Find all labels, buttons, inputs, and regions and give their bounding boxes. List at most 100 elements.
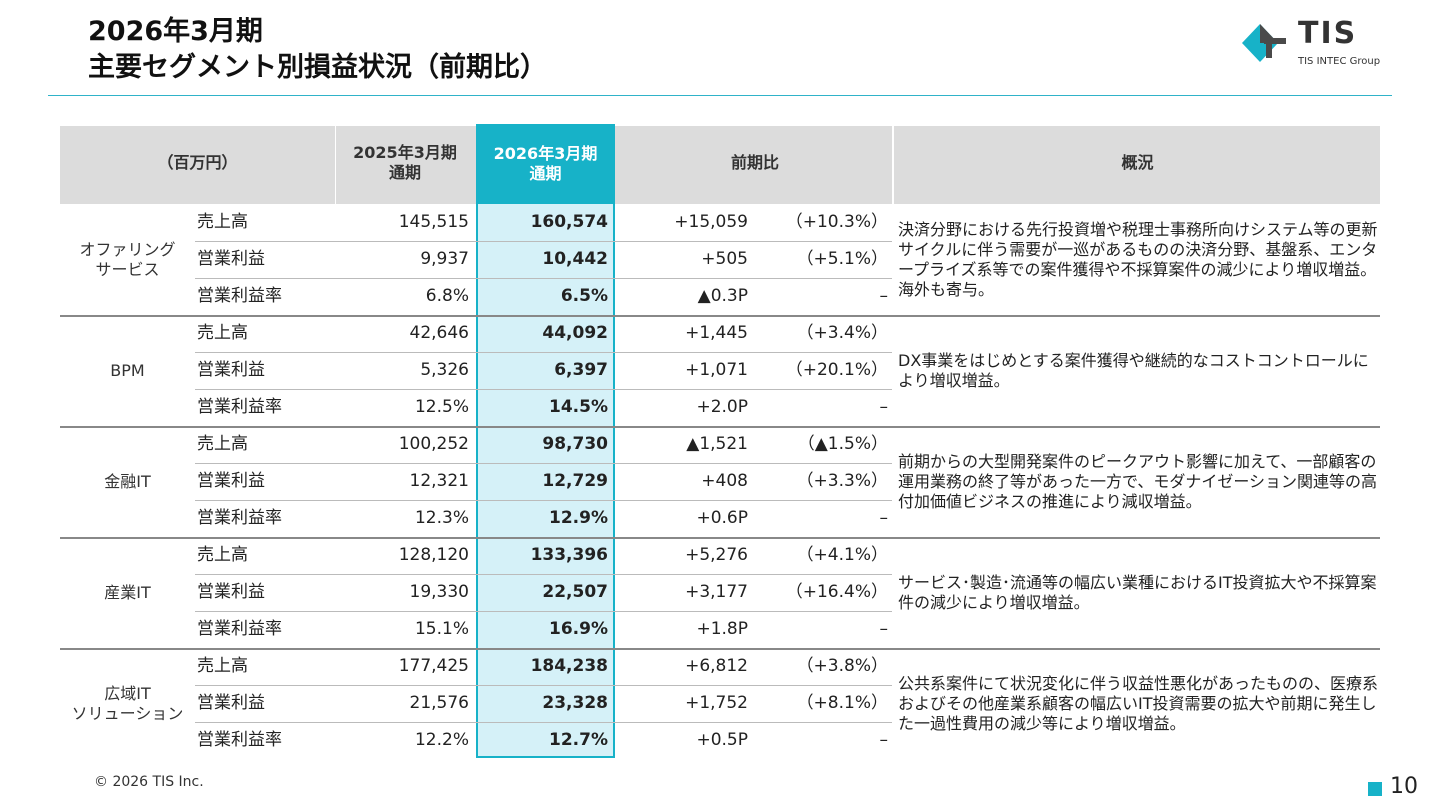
header-summary: 概況 — [1121, 153, 1154, 172]
curr-value: 12.7% — [549, 730, 608, 750]
header-prev: 2025年3月期 通期 — [335, 124, 475, 202]
group-divider — [60, 315, 1380, 317]
metric-label: 売上高 — [197, 212, 248, 232]
logo-wordmark: TIS — [1298, 16, 1358, 51]
diff-value: ▲0.3P — [697, 286, 748, 306]
diff-value: +6,812 — [685, 656, 748, 676]
prev-value: 21,576 — [409, 693, 469, 713]
prev-value: 5,326 — [420, 360, 469, 380]
prev-value: 100,252 — [398, 434, 469, 454]
prev-value: 12.5% — [414, 397, 469, 417]
pct-value: （+4.1%） — [796, 545, 888, 565]
header-divider — [335, 126, 336, 204]
header-curr: 2026年3月期 通期 — [476, 124, 615, 204]
pct-value: （+20.1%） — [785, 360, 888, 380]
prev-value: 145,515 — [398, 212, 469, 232]
table-row: 営業利益 19,330 22,507 +3,177 （+16.4%） — [60, 574, 892, 611]
segment-summary: サービス･製造･流通等の幅広い業種におけるIT投資拡大や不採算案件の減少により増… — [898, 572, 1377, 612]
curr-value: 10,442 — [542, 249, 608, 269]
table-row: 営業利益 12,321 12,729 +408 （+3.3%） — [60, 463, 892, 500]
prev-value: 19,330 — [409, 582, 469, 602]
table-row: 売上高 128,120 133,396 +5,276 （+4.1%） — [60, 537, 892, 574]
curr-value: 14.5% — [549, 397, 608, 417]
pct-value: （+5.1%） — [796, 249, 888, 269]
row-divider — [195, 463, 892, 464]
curr-value: 22,507 — [542, 582, 608, 602]
page-title: 2026年3月期 主要セグメント別損益状況（前期比） — [88, 14, 547, 86]
prev-value: 9,937 — [420, 249, 469, 269]
diff-value: +5,276 — [685, 545, 748, 565]
prev-value: 12.2% — [414, 730, 469, 750]
curr-value: 98,730 — [542, 434, 608, 454]
row-divider — [195, 500, 892, 501]
diff-value: +505 — [701, 249, 748, 269]
prev-value: 128,120 — [398, 545, 469, 565]
metric-label: 営業利益率 — [197, 619, 282, 639]
prev-value: 177,425 — [398, 656, 469, 676]
curr-value: 16.9% — [549, 619, 608, 639]
diff-value: +2.0P — [696, 397, 748, 417]
curr-value: 12.9% — [549, 508, 608, 528]
table-row: 営業利益率 6.8% 6.5% ▲0.3P – — [60, 278, 892, 315]
diff-value: +1,752 — [685, 693, 748, 713]
prev-value: 12.3% — [414, 508, 469, 528]
row-divider — [195, 278, 892, 279]
pct-value: – — [879, 286, 889, 306]
prev-value: 6.8% — [425, 286, 469, 306]
metric-label: 営業利益 — [197, 693, 265, 713]
metric-label: 営業利益 — [197, 360, 265, 380]
group-divider — [60, 537, 1380, 539]
table-row: 営業利益 9,937 10,442 +505 （+5.1%） — [60, 241, 892, 278]
segment-name: 産業IT — [104, 582, 151, 602]
header-change: 前期比 — [730, 153, 779, 172]
row-divider — [195, 241, 892, 242]
pct-value: （+10.3%） — [785, 212, 888, 232]
diff-value: ▲1,521 — [686, 434, 748, 454]
diff-value: +408 — [701, 471, 748, 491]
segment-name: BPM — [110, 360, 145, 380]
diff-value: +1,445 — [685, 323, 748, 343]
row-divider — [195, 389, 892, 390]
segment-name: 金融IT — [104, 471, 151, 491]
segment-name: オファリング サービス — [79, 239, 176, 279]
metric-label: 売上高 — [197, 434, 248, 454]
pct-value: （+8.1%） — [796, 693, 888, 713]
table-row: 営業利益率 12.5% 14.5% +2.0P – — [60, 389, 892, 426]
pct-value: （+16.4%） — [785, 582, 888, 602]
segment-summary: 公共系案件にて状況変化に伴う収益性悪化があったものの、医療系およびその他産業系顧… — [898, 673, 1379, 733]
metric-label: 営業利益 — [197, 582, 265, 602]
row-divider — [195, 722, 892, 723]
prev-value: 42,646 — [409, 323, 469, 343]
table-header — [60, 126, 1380, 204]
group-divider — [60, 648, 1380, 650]
row-divider — [195, 685, 892, 686]
diff-value: +1,071 — [685, 360, 748, 380]
page-number: 10 — [1390, 774, 1418, 799]
diff-value: +3,177 — [685, 582, 748, 602]
table-row: 営業利益 5,326 6,397 +1,071 （+20.1%） — [60, 352, 892, 389]
copyright: © 2026 TIS Inc. — [94, 774, 204, 790]
prev-value: 12,321 — [409, 471, 469, 491]
header-divider — [892, 126, 894, 204]
header-prev-year: 2025年3月期 — [353, 143, 457, 162]
logo-subtitle: TIS INTEC Group — [1298, 56, 1381, 67]
header-unit: （百万円） — [157, 153, 238, 172]
pct-value: – — [879, 730, 889, 750]
row-divider — [195, 611, 892, 612]
curr-value: 160,574 — [530, 212, 608, 232]
diff-value: +15,059 — [674, 212, 748, 232]
diff-value: +0.5P — [696, 730, 748, 750]
table-row: 営業利益率 12.3% 12.9% +0.6P – — [60, 500, 892, 537]
pct-value: – — [879, 619, 889, 639]
metric-label: 売上高 — [197, 545, 248, 565]
prev-value: 15.1% — [414, 619, 469, 639]
metric-label: 営業利益 — [197, 249, 265, 269]
metric-label: 営業利益率 — [197, 508, 282, 528]
row-divider — [195, 574, 892, 575]
table-row: 売上高 177,425 184,238 +6,812 （+3.8%） — [60, 648, 892, 685]
header-curr-year: 2026年3月期 — [493, 144, 598, 163]
diff-value: +0.6P — [696, 508, 748, 528]
table-row: 営業利益率 15.1% 16.9% +1.8P – — [60, 611, 892, 648]
group-divider — [60, 426, 1380, 428]
curr-value: 133,396 — [530, 545, 608, 565]
